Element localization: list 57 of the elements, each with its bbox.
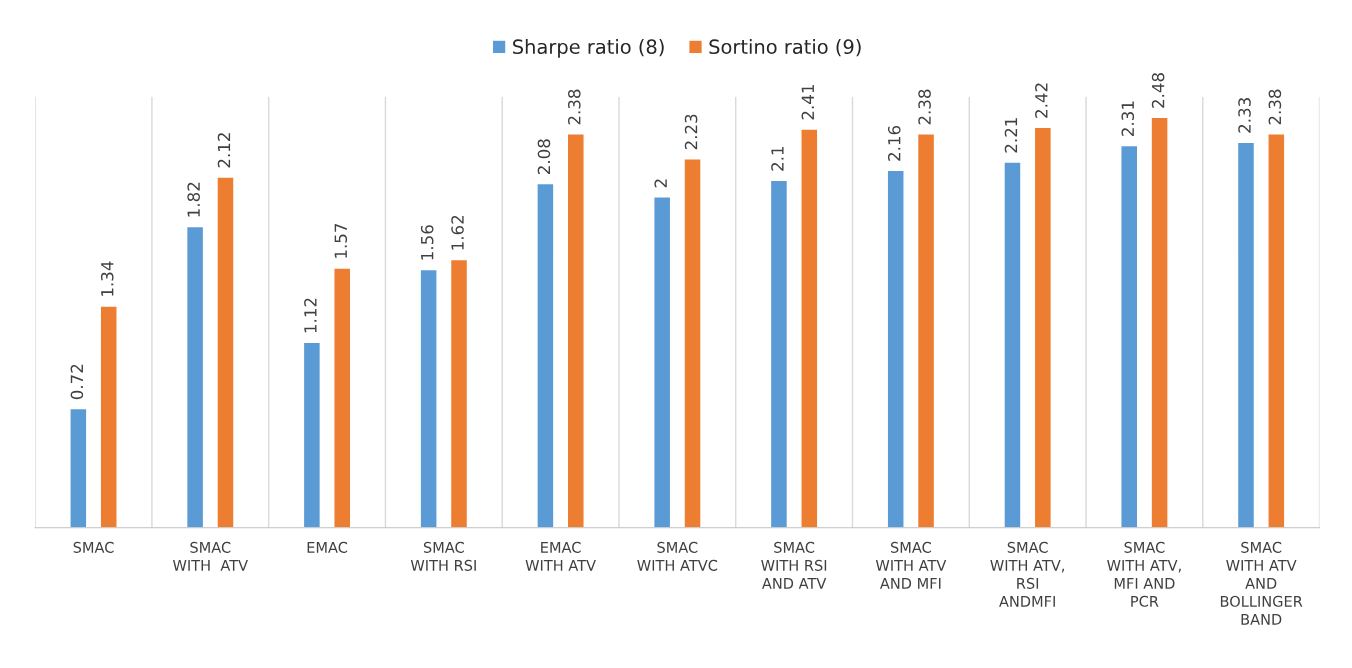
bar [69, 407, 88, 528]
data-label: 2.42 [1035, 83, 1048, 118]
bar [1120, 144, 1139, 528]
x-tick-label: EMAC [307, 541, 348, 553]
data-label: 2 [654, 179, 667, 188]
data-label: 2.41 [801, 85, 814, 120]
data-label: 2.38 [1268, 89, 1282, 125]
bar [449, 258, 469, 528]
bar [1150, 116, 1169, 528]
bar [653, 196, 672, 528]
x-tick-label: SMAC [73, 541, 114, 553]
bar [185, 225, 205, 528]
data-label: 2.08 [537, 139, 551, 175]
data-label: 2.16 [887, 125, 901, 161]
bar [99, 305, 118, 528]
data-label: 2.38 [568, 89, 581, 125]
data-label: 1.34 [100, 261, 114, 296]
data-label: 0.72 [70, 364, 84, 400]
x-tick-label: SMAC WITH RSI [410, 541, 476, 571]
data-label: 2.21 [1004, 118, 1018, 153]
x-tick-label: SMAC WITH ATVC [637, 541, 718, 571]
x-tick-label: SMAC WITH ATV AND MFI [875, 541, 947, 589]
data-label: 1.56 [420, 225, 434, 260]
data-label: 2.12 [217, 133, 231, 168]
data-label: 1.12 [304, 298, 317, 333]
bar [1033, 126, 1052, 528]
bar [769, 179, 789, 528]
data-label: 2.1 [771, 146, 784, 171]
bar [1003, 161, 1022, 528]
bar [683, 158, 702, 528]
data-label: 2.38 [918, 89, 931, 125]
x-tick-label: SMAC WITH ATV AND BOLLINGER BAND [1220, 541, 1303, 625]
legend-label: Sortino ratio (9) [709, 39, 861, 57]
bar [566, 133, 585, 528]
x-tick-label: SMAC WITH ATV, MFI AND PCR [1107, 541, 1181, 607]
bar [333, 267, 352, 528]
bar [216, 176, 235, 528]
data-label: 2.48 [1151, 73, 1165, 108]
x-tick-label: SMAC WITH ATV, RSI ANDMFI [990, 541, 1065, 607]
bar [419, 268, 438, 528]
bar [800, 128, 819, 528]
legend-label: Sharpe ratio (8) [513, 39, 664, 58]
data-label: 2.31 [1121, 101, 1135, 136]
x-tick-label: SMAC WITH RSI AND ATV [761, 541, 827, 589]
x-tick-label: EMAC WITH ATV [525, 541, 596, 571]
x-tick-label: SMAC WITH ATV [172, 541, 248, 571]
bar [1267, 133, 1286, 528]
data-label: 1.82 [187, 182, 200, 217]
bar [1236, 141, 1256, 528]
data-label: 2.33 [1238, 98, 1251, 133]
data-label: 1.57 [334, 223, 348, 258]
bar [302, 341, 322, 528]
bar [536, 182, 555, 528]
data-label: 2.23 [684, 114, 698, 150]
data-label: 1.62 [451, 215, 464, 250]
bar [886, 169, 905, 528]
bar [916, 133, 936, 528]
